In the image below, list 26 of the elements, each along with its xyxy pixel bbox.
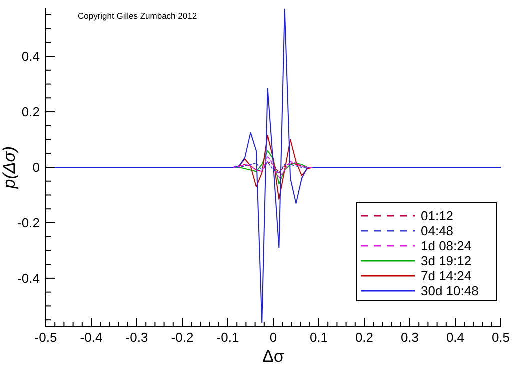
legend-label: 30d 10:48: [421, 284, 479, 298]
x-tick-label: -0.5: [34, 330, 58, 345]
y-tick-label: -0.4: [18, 270, 40, 286]
legend-label: 1d 08:24: [421, 238, 472, 254]
legend-label: 3d 19:12: [421, 254, 472, 268]
legend-label: 04:48: [421, 224, 454, 238]
y-tick-label: -0.2: [18, 215, 40, 230]
x-tick-label: 0.2: [355, 330, 374, 345]
line-series: [233, 156, 314, 180]
x-tick-label: 0: [270, 330, 278, 345]
x-tick-label: 0.4: [446, 330, 465, 345]
y-tick-label: 0: [32, 160, 40, 175]
x-axis-title: Δσ: [262, 347, 285, 366]
y-tick-label: 0.2: [22, 104, 40, 120]
x-tick-label: 0.5: [492, 330, 510, 345]
x-tick-label: -0.2: [171, 330, 194, 345]
y-axis-title: p(Δσ): [0, 146, 19, 190]
x-tick-label: -0.4: [80, 330, 103, 345]
annotation: Copyright Gilles Zumbach 2012: [78, 11, 198, 21]
x-tick-label: -0.3: [126, 330, 148, 345]
x-tick-label: 0.1: [310, 330, 328, 345]
legend-label: 01:12: [421, 208, 454, 224]
y-tick-label: 0.4: [22, 49, 40, 64]
legend-label: 7d 14:24: [421, 268, 472, 284]
x-tick-label: 0.3: [400, 330, 420, 345]
x-tick-label: -0.1: [216, 330, 240, 345]
